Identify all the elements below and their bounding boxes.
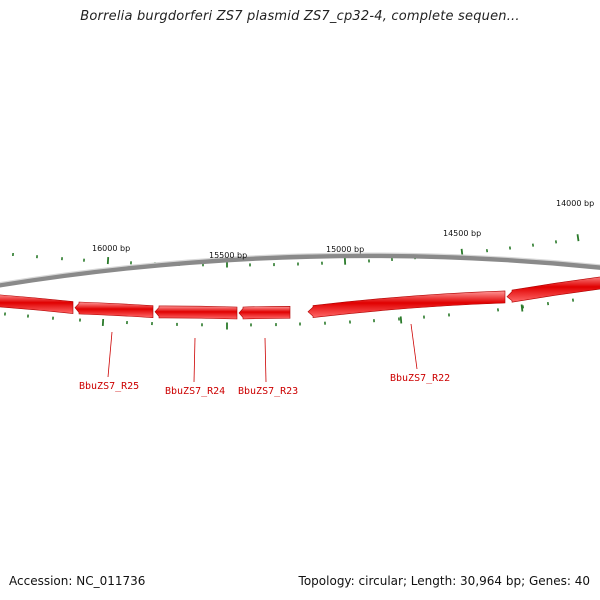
gene-leader-line bbox=[410, 323, 418, 370]
gene-track bbox=[0, 276, 600, 320]
gene-label: BbuZS7_R22 bbox=[390, 373, 450, 384]
backbone bbox=[0, 252, 600, 288]
scale-label: 14000 bp bbox=[556, 199, 594, 208]
gene-arrow bbox=[74, 301, 154, 319]
backbone-inner bbox=[0, 252, 600, 284]
gene-arrow bbox=[506, 276, 600, 303]
gene-leader-line bbox=[107, 331, 113, 378]
backbone-outer bbox=[0, 253, 600, 288]
accession-text: Accession: NC_011736 bbox=[9, 574, 146, 588]
gene-arrow bbox=[154, 305, 238, 320]
gene-leader-line bbox=[264, 337, 267, 383]
scale-label: 16000 bp bbox=[92, 244, 130, 253]
scale-label: 15000 bp bbox=[326, 245, 364, 254]
map-title: Borrelia burgdorferi ZS7 plasmid ZS7_cp3… bbox=[80, 9, 520, 24]
gene-label: BbuZS7_R24 bbox=[165, 386, 225, 397]
gene-arrow bbox=[238, 305, 291, 320]
gene-arrow bbox=[0, 294, 74, 314]
major-tick bbox=[520, 304, 524, 312]
gene-label: BbuZS7_R23 bbox=[238, 386, 298, 397]
major-tick bbox=[576, 234, 580, 242]
gene-arrow bbox=[307, 290, 506, 318]
scale-ticks bbox=[4, 234, 580, 330]
gene-labels: BbuZS7_R25 BbuZS7_R24 BbuZS7_R23 BbuZS7_R22 bbox=[79, 323, 450, 397]
scale-label: 14500 bp bbox=[443, 229, 481, 238]
gene-leader-line bbox=[193, 337, 196, 383]
scale-labels: 16000 bp 15500 bp 15000 bp 14500 bp 14000 bp bbox=[92, 199, 594, 260]
genome-summary: Topology: circular; Length: 30,964 bp; G… bbox=[298, 574, 590, 588]
gene-label: BbuZS7_R25 bbox=[79, 381, 139, 392]
scale-label: 15500 bp bbox=[209, 251, 247, 260]
major-tick bbox=[399, 316, 403, 324]
